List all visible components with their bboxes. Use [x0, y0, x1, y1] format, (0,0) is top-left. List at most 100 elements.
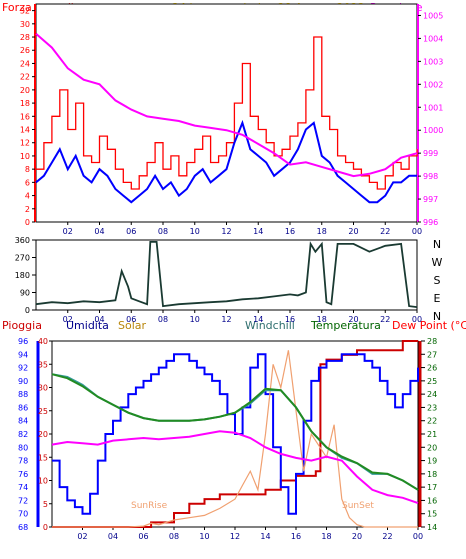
humidity-ytick-label: 72	[18, 496, 28, 505]
wind-x-tick-label: 20	[348, 227, 358, 236]
humidity-ytick-label: 70	[18, 510, 28, 519]
humidity-ytick-label: 80	[18, 443, 28, 452]
rain-ytick-label: 30	[38, 384, 48, 393]
wind-ytick-label: 32	[20, 7, 30, 16]
temp-ytick-label: 22	[427, 417, 437, 426]
humidity-ytick-label: 74	[18, 483, 28, 492]
direction-ytick-label: 270	[15, 254, 30, 263]
legend-dewpoint: Dew Point (°C)	[392, 319, 466, 332]
gust-line	[35, 119, 417, 204]
wind-x-tick-label: 18	[317, 227, 327, 236]
pressure-ytick-label: 1005	[423, 11, 443, 20]
direction-x-tick-label: 22	[380, 315, 390, 324]
temp-ytick-label: 14	[427, 523, 437, 532]
legend-windchill: Windchill	[245, 319, 295, 332]
rain-ytick-label: 10	[38, 477, 48, 486]
sunrise-label: SunRise	[131, 501, 168, 511]
compass-label: E	[434, 292, 441, 305]
humidity-ytick-label: 88	[18, 390, 28, 399]
wind-x-tick-label: 16	[285, 227, 295, 236]
direction-x-tick-label: 02	[63, 315, 73, 324]
rain-ytick-label: 40	[38, 337, 48, 346]
compass-label: N	[433, 310, 441, 323]
temp-ytick-label: 28	[427, 337, 437, 346]
humidity-ytick-label: 92	[18, 364, 28, 373]
rain-ytick-label: 0	[43, 523, 48, 532]
direction-ytick-label: 360	[15, 236, 30, 245]
wind-x-tick-label: 04	[94, 227, 104, 236]
pressure-ytick-label: 996	[423, 218, 438, 227]
direction-x-tick-label: 20	[348, 315, 358, 324]
wind-ytick-label: 24	[20, 59, 30, 68]
direction-x-tick-label: 08	[158, 315, 168, 324]
humidity-line	[52, 353, 419, 515]
rain-ytick-label: 25	[38, 407, 48, 416]
humidity-ytick-label: 78	[18, 457, 28, 466]
legend-solar: Solar	[118, 319, 147, 332]
direction-x-tick-label: 12	[221, 315, 231, 324]
wind-ytick-label: 30	[20, 20, 30, 29]
wind-ytick-label: 16	[20, 112, 30, 121]
sunset-label: SunSet	[342, 501, 374, 511]
temp-ytick-label: 24	[427, 390, 437, 399]
weather-x-tick-label: 00	[413, 532, 423, 541]
weather-x-tick-label: 06	[138, 532, 148, 541]
humidity-ytick-label: 90	[18, 377, 28, 386]
direction-x-tick-label: 10	[190, 315, 200, 324]
direction-ytick-label: 180	[15, 271, 30, 280]
weather-x-tick-label: 10	[199, 532, 209, 541]
wind-x-tick-label: 06	[126, 227, 136, 236]
wind-x-tick-label: 14	[253, 227, 263, 236]
pressure-ytick-label: 1003	[423, 57, 443, 66]
direction-panel-frame	[35, 239, 418, 311]
temp-ytick-label: 17	[427, 483, 437, 492]
wind-panel-frame	[35, 3, 418, 223]
wind-ytick-label: 2	[25, 205, 30, 214]
pressure-ytick-label: 997	[423, 195, 438, 204]
compass-label: W	[432, 256, 443, 269]
solar-line	[52, 350, 418, 528]
wind-ytick-label: 0	[25, 218, 30, 227]
weather-x-tick-label: 02	[77, 532, 87, 541]
wind-ytick-label: 20	[20, 86, 30, 95]
temp-ytick-label: 23	[427, 403, 437, 412]
wind-x-tick-label: 10	[190, 227, 200, 236]
temp-ytick-label: 25	[427, 377, 437, 386]
direction-ytick-label: 90	[20, 289, 30, 298]
temp-ytick-label: 20	[427, 443, 437, 452]
temperature-line	[51, 373, 419, 491]
direction-ytick-label: 0	[25, 306, 30, 315]
direction-x-tick-label: 18	[317, 315, 327, 324]
direction-x-tick-label: 16	[285, 315, 295, 324]
weather-x-tick-label: 12	[230, 532, 240, 541]
direction-x-tick-label: 14	[253, 315, 263, 324]
wind-x-tick-label: 00	[412, 227, 422, 236]
compass-label: S	[434, 274, 441, 287]
direction-line	[35, 241, 418, 308]
wind-ytick-label: 12	[20, 139, 30, 148]
wind-ytick-label: 26	[20, 46, 30, 55]
pressure-line	[35, 33, 418, 178]
weather-x-tick-label: 22	[382, 532, 392, 541]
rain-ytick-label: 15	[38, 453, 48, 462]
compass-label: N	[433, 238, 441, 251]
pressure-ytick-label: 1004	[423, 34, 443, 43]
wind-ytick-label: 28	[20, 33, 30, 42]
temp-ytick-label: 26	[427, 364, 437, 373]
pressure-ytick-label: 1001	[423, 103, 443, 112]
weather-x-tick-label: 08	[169, 532, 179, 541]
pressure-ytick-label: 1000	[423, 126, 443, 135]
dewpoint-line	[51, 430, 419, 505]
plots: 0246810121416182022242628303299699799899…	[15, 3, 443, 541]
humidity-ytick-label: 96	[18, 337, 28, 346]
wind-ytick-label: 18	[20, 99, 30, 108]
legend-temperatura: Temperatura	[310, 319, 381, 332]
direction-x-tick-label: 00	[412, 315, 422, 324]
wind-x-tick-label: 12	[221, 227, 231, 236]
wind-x-tick-label: 08	[158, 227, 168, 236]
humidity-ytick-label: 94	[18, 350, 28, 359]
temp-ytick-label: 21	[427, 430, 437, 439]
wind-x-tick-label: 22	[380, 227, 390, 236]
